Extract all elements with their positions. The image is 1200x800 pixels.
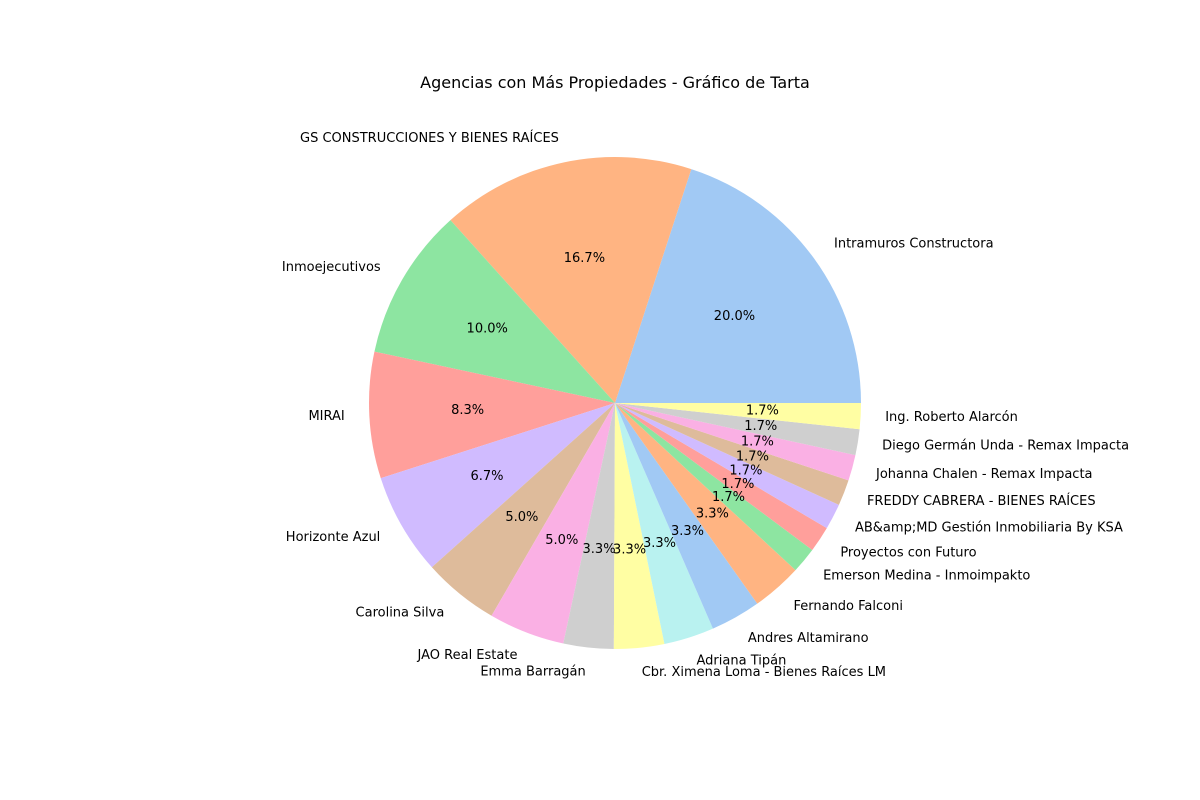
pie-slice-5 [380, 403, 615, 568]
pie-slice-1 [615, 169, 861, 403]
slice-percent-13: 1.7% [712, 490, 745, 505]
slice-label-15: AB&amp;MD Gestión Inmobiliaria By KSA [855, 521, 1123, 536]
pie-slice-11 [615, 403, 758, 629]
slice-percent-5: 6.7% [470, 469, 503, 484]
slice-label-10: Adriana Tipán [697, 654, 787, 669]
pie-slice-12 [615, 403, 796, 604]
slice-label-9: Cbr. Ximena Loma - Bienes Raíces LM [642, 665, 886, 680]
slice-label-4: MIRAI [308, 409, 344, 424]
pie-slice-3 [374, 220, 615, 403]
pie-slice-19 [615, 403, 861, 430]
pie-slice-17 [615, 403, 856, 481]
slice-label-8: Emma Barragán [480, 665, 585, 680]
slice-percent-8: 3.3% [583, 542, 616, 557]
pie-slice-6 [431, 403, 615, 616]
pie-slice-2 [450, 157, 692, 403]
slice-percent-7: 5.0% [545, 533, 578, 548]
slice-percent-12: 3.3% [696, 506, 729, 521]
pie-slice-8 [563, 403, 615, 649]
slice-percent-2: 16.7% [564, 251, 605, 266]
pie-slice-16 [615, 403, 849, 505]
slice-label-18: Diego Germán Unda - Remax Impacta [882, 439, 1129, 454]
slice-percent-3: 10.0% [467, 322, 508, 337]
slice-label-19: Ing. Roberto Alarcón [885, 410, 1018, 425]
pie-slice-18 [615, 403, 860, 456]
slice-percent-11: 3.3% [671, 524, 704, 539]
slice-label-11: Andres Altamirano [748, 631, 869, 646]
slice-percent-6: 5.0% [505, 510, 538, 525]
slice-label-5: Horizonte Azul [286, 530, 381, 545]
pie-slices [369, 157, 861, 649]
pie-slice-7 [491, 403, 615, 644]
pie-labels: Intramuros Constructora 20.0% GS CONSTRUCC… [282, 130, 1129, 680]
slice-label-12: Fernando Falconi [793, 599, 902, 614]
chart-title: Agencias con Más Propiedades - Gráfico d… [420, 73, 810, 92]
slice-percent-14: 1.7% [721, 477, 754, 492]
slice-label-16: FREDDY CABRERA - BIENES RAÍCES [867, 493, 1096, 509]
slice-label-1: Intramuros Constructora [834, 237, 994, 252]
slice-label-3: Inmoejecutivos [282, 260, 381, 275]
slice-percent-15: 1.7% [729, 464, 762, 479]
slice-label-13: Emerson Medina - Inmoimpakto [823, 568, 1030, 583]
slice-percent-1: 20.0% [714, 309, 755, 324]
slice-percent-4: 8.3% [451, 403, 484, 418]
slice-label-17: Johanna Chalen - Remax Impacta [875, 467, 1093, 482]
slice-percent-9: 3.3% [613, 542, 646, 557]
slice-label-2: GS CONSTRUCCIONES Y BIENES RAÍCES [300, 130, 559, 146]
pie-slice-15 [615, 403, 839, 529]
slice-percent-18: 1.7% [744, 419, 777, 434]
slice-percent-10: 3.3% [643, 536, 676, 551]
pie-slice-9 [613, 403, 665, 649]
slice-percent-19: 1.7% [746, 403, 779, 418]
pie-slice-14 [615, 403, 827, 550]
slice-label-14: Proyectos con Futuro [840, 545, 976, 560]
pie-slice-13 [615, 403, 813, 571]
slice-label-7: JAO Real Estate [417, 648, 518, 663]
slice-label-6: Carolina Silva [356, 605, 445, 620]
slice-percent-16: 1.7% [736, 449, 769, 464]
pie-slice-10 [615, 403, 713, 644]
pie-slice-4 [369, 351, 615, 479]
slice-percent-17: 1.7% [741, 434, 774, 449]
